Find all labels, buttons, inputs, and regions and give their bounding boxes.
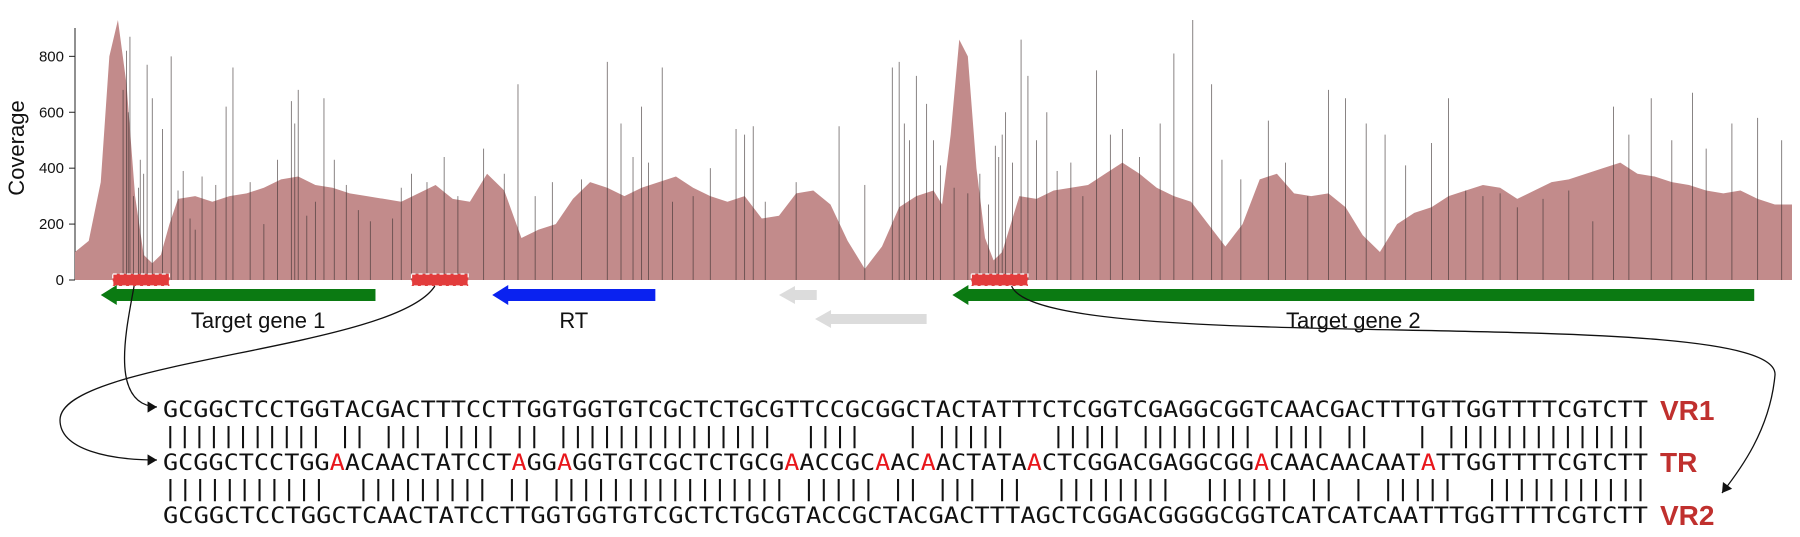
- connector-curves: [59, 285, 1776, 494]
- y-tick-label: 0: [56, 272, 64, 289]
- gene-label-0: Target gene 1: [191, 308, 326, 333]
- gene-arrow-4: [952, 285, 1755, 305]
- connector-arrowhead-2: [1722, 482, 1733, 493]
- gene-arrow-3: [815, 310, 927, 328]
- repeat-region-tr: [410, 273, 469, 287]
- connector-arrowhead-1: [147, 454, 157, 466]
- connector-arrowhead-0: [147, 401, 157, 413]
- sequence-row-vr2: GCGGCTCCTGGCTCAACTATCCTTGGTGGTGTCGCTCTGC…: [163, 503, 1648, 529]
- row-label-vr1: VR1: [1660, 395, 1714, 426]
- connector-curve-2: [1010, 285, 1776, 494]
- repeat-regions: [112, 273, 1029, 287]
- y-tick-label: 200: [39, 216, 64, 233]
- match-line-2: ||||||||||| ||||||||| || |||||||||||||||…: [163, 476, 1648, 502]
- row-label-tr: TR: [1660, 447, 1697, 478]
- y-tick-label: 400: [39, 160, 64, 177]
- gene-arrow-0: [100, 285, 376, 305]
- connector-curve-1: [59, 285, 436, 461]
- gene-arrow-1: [492, 285, 656, 305]
- y-tick-label: 600: [39, 104, 64, 121]
- gene-label-1: RT: [559, 308, 588, 333]
- sequence-alignment: GCGGCTCCTGGTACGACTTTCCTTGGTGGTGTCGCTCTGC…: [163, 395, 1714, 531]
- connector-curve-0: [123, 285, 158, 408]
- gene-arrow-2: [778, 286, 817, 304]
- gene-track: Target gene 1 RT Target gene 2: [100, 285, 1755, 333]
- coverage-spikes: [122, 20, 1783, 280]
- y-tick-label: 800: [39, 48, 64, 65]
- match-line-1: ||||||||||| || ||| |||| || |||||||||||||…: [163, 423, 1648, 449]
- repeat-region-vr2: [970, 273, 1029, 287]
- sequence-row-tr: GCGGCTCCTGGAACAACTATCCTAGGAGGTGTCGCTCTGC…: [163, 450, 1648, 476]
- y-axis: 0 200 400 600 800: [39, 28, 76, 289]
- y-axis-label: Coverage: [4, 100, 29, 195]
- repeat-region-vr1: [112, 273, 171, 287]
- sequence-row-vr1: GCGGCTCCTGGTACGACTTTCCTTGGTGGTGTCGCTCTGC…: [163, 397, 1648, 423]
- row-label-vr2: VR2: [1660, 500, 1714, 531]
